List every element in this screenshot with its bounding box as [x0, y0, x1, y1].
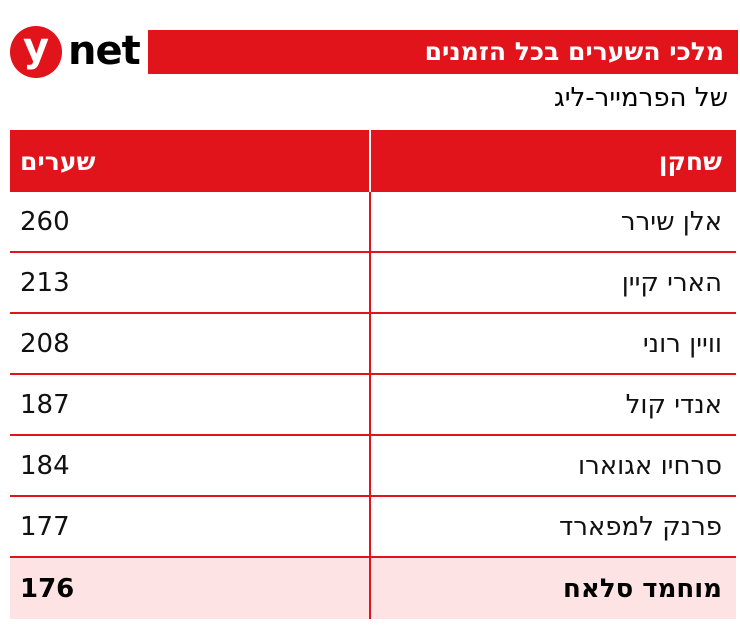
table-row: אלן שירר 260: [10, 192, 736, 253]
table-row: סרחיו אגוארו 184: [10, 436, 736, 497]
player-name: אלן שירר: [620, 206, 722, 237]
player-goals: 260: [10, 192, 371, 251]
player-name: הארי קיין: [621, 267, 722, 298]
scorers-table: שחקן שערים אלן שירר 260 הארי קיין 213 וו…: [10, 130, 736, 619]
ynet-logo: y net: [10, 26, 142, 78]
table-row-highlighted: מוחמד סלאח 176: [10, 558, 736, 619]
player-goals: 213: [10, 253, 371, 312]
player-name: אנדי קול: [625, 389, 722, 420]
table-header-row: שחקן שערים: [10, 130, 736, 192]
player-goals: 177: [10, 497, 371, 556]
title-bar: מלכי השערים בכל הזמנים: [148, 30, 738, 74]
player-goals: 208: [10, 314, 371, 373]
logo-wordmark: net: [68, 28, 141, 74]
page-subtitle: של הפרמייר-ליג: [553, 83, 728, 113]
header-player: שחקן: [658, 146, 722, 176]
table-row: אנדי קול 187: [10, 375, 736, 436]
table-row: פרנק למפארד 177: [10, 497, 736, 558]
player-name: וויין רוני: [642, 328, 722, 359]
player-goals: 184: [10, 436, 371, 495]
player-goals: 187: [10, 375, 371, 434]
table-row: הארי קיין 213: [10, 253, 736, 314]
page-title: מלכי השערים בכל הזמנים: [424, 37, 724, 66]
player-name: סרחיו אגוארו: [577, 450, 722, 481]
player-name: פרנק למפארד: [559, 511, 722, 542]
table-row: וויין רוני 208: [10, 314, 736, 375]
header-goals: שערים: [10, 130, 371, 192]
player-name: מוחמד סלאח: [563, 573, 722, 604]
player-goals: 176: [10, 558, 371, 619]
logo-circle-letter: y: [10, 26, 62, 78]
